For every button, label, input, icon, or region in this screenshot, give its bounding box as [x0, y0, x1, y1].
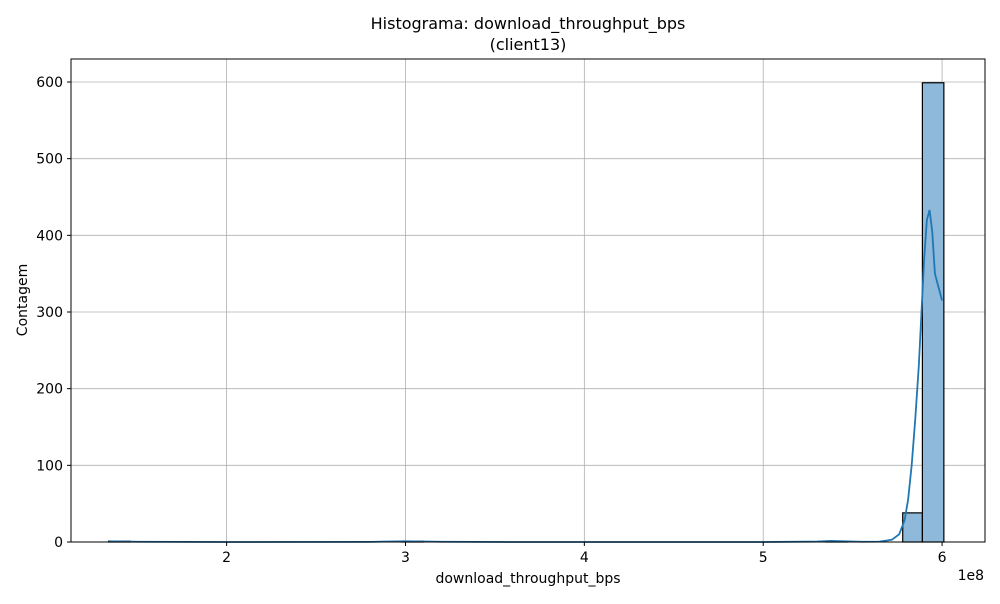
x-tick-label-1: 3: [401, 550, 410, 566]
x-tick-label-4: 6: [938, 550, 947, 566]
x-axis-label: download_throughput_bps: [435, 571, 620, 587]
x-tick-label-0: 2: [222, 550, 231, 566]
y-axis-label: Contagem: [15, 264, 31, 336]
y-tick-label-1: 100: [36, 458, 63, 474]
y-axis-ticks: 0 100 200 300 400 500 600: [36, 75, 71, 551]
x-axis-offset-label: 1e8: [958, 568, 984, 584]
chart-title-line1: Histograma: download_throughput_bps: [371, 14, 686, 34]
chart-title-line2: (client13): [490, 35, 567, 54]
y-tick-label-5: 500: [36, 152, 63, 168]
y-tick-label-4: 400: [36, 228, 63, 244]
y-tick-label-0: 0: [54, 535, 63, 551]
x-tick-label-2: 4: [580, 550, 589, 566]
y-tick-label-2: 200: [36, 382, 63, 398]
y-tick-label-3: 300: [36, 305, 63, 321]
plot-frame: [70, 58, 986, 543]
histogram-bar-4: [921, 82, 945, 543]
kde-curve: [108, 209, 943, 543]
kde-curve-layer: [108, 209, 943, 543]
grid-lines: [71, 59, 985, 543]
x-axis-ticks: 2 3 4 5 6: [222, 542, 947, 566]
y-tick-label-6: 600: [36, 75, 63, 91]
x-tick-label-3: 5: [759, 550, 768, 566]
